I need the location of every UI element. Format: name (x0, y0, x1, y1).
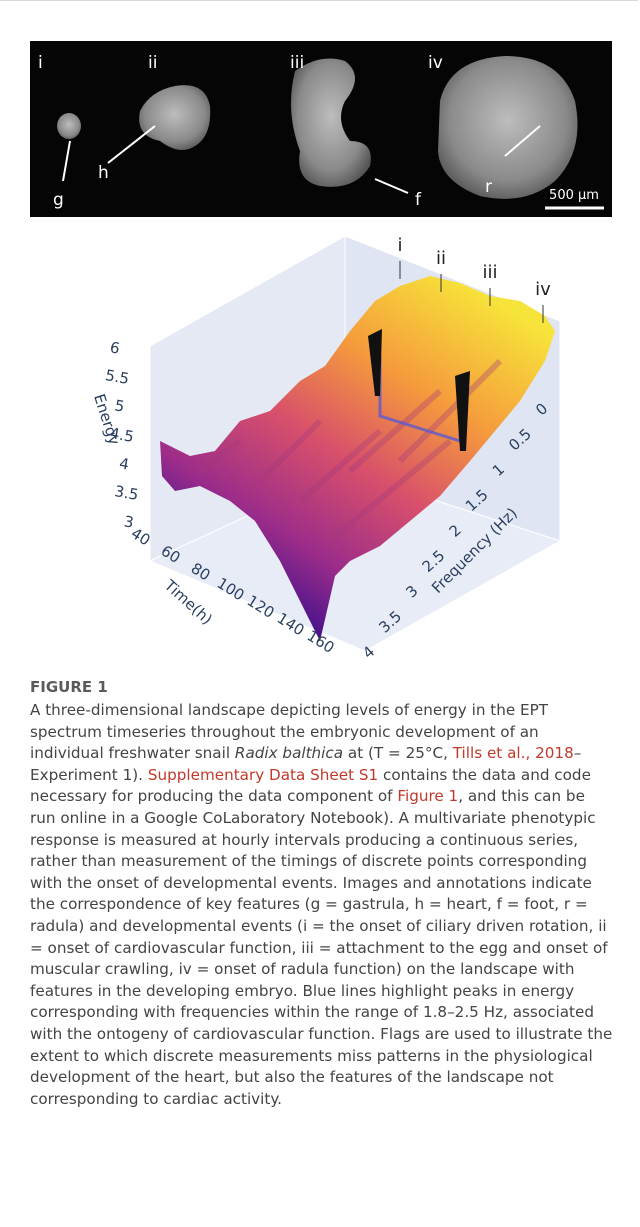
feature-label: h (98, 163, 109, 183)
caption-text: –Experiment 1). (30, 744, 582, 784)
species: Radix balthica (234, 744, 344, 763)
stage-label: ii (436, 248, 446, 269)
scale-bar-label: 500 µm (549, 188, 599, 203)
stage-label: i (397, 235, 402, 256)
z-tick-label: 4.5 (109, 424, 136, 446)
caption-text: A three-dimensional landscape depicting … (30, 701, 549, 763)
panel-label: i (38, 53, 43, 73)
z-tick-label: 5 (113, 396, 126, 415)
flags (368, 329, 470, 451)
stage-label: iv (535, 279, 551, 300)
caption-text: at (T = 25°C, (343, 744, 453, 763)
z-tick-label: 3 (123, 512, 136, 531)
caption-text: , and this can be run online in a Google… (30, 787, 613, 1108)
panel-label: ii (148, 53, 157, 73)
caption: A three-dimensional landscape depicting … (30, 700, 614, 1110)
caption-label: FIGURE 1 (30, 678, 108, 696)
z-tick-label: 5.5 (104, 366, 131, 388)
surface-texture (198, 358, 503, 544)
arrows (62, 125, 541, 194)
supplement-link[interactable]: Supplementary Data Sheet S1 (147, 765, 379, 784)
feature-label: g (53, 190, 64, 210)
z-tick-label: 3.5 (113, 482, 140, 504)
z-tick-label: 4 (118, 454, 131, 473)
figure-link[interactable]: Figure 1 (397, 787, 459, 806)
feature-label: r (485, 177, 492, 197)
caption-text: contains the data and code necessary for… (30, 765, 591, 806)
reference-link[interactable]: Tills et al., 2018 (452, 744, 574, 763)
panel-label: iv (428, 53, 443, 73)
embryo (139, 85, 211, 150)
surface (160, 276, 555, 641)
embryo (57, 113, 81, 139)
stage-label: iii (482, 262, 497, 283)
embryo (291, 58, 371, 187)
embryo (438, 56, 578, 199)
feature-label: f (415, 190, 422, 210)
z-tick-label: 6 (109, 338, 122, 357)
panel-label: iii (290, 53, 304, 73)
